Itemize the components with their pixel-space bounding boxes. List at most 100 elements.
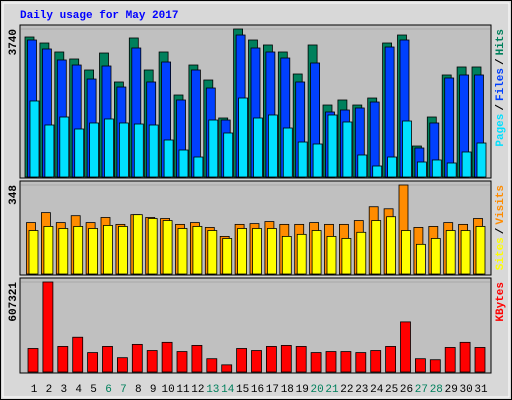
x-tick-label: 15 — [236, 384, 249, 396]
x-tick-label: 9 — [150, 384, 157, 396]
bar — [446, 162, 457, 178]
bar — [429, 359, 441, 373]
legend-entry: Hits — [495, 29, 507, 55]
bar — [88, 228, 98, 275]
bar — [178, 149, 189, 178]
legend-entry: Pages — [495, 114, 507, 147]
bar — [476, 142, 487, 178]
bar — [237, 228, 248, 275]
bar — [356, 231, 367, 275]
bar — [42, 281, 54, 373]
bar — [415, 243, 426, 275]
bar — [221, 364, 233, 373]
bar — [311, 230, 322, 275]
bar — [371, 220, 382, 275]
bar — [207, 230, 218, 275]
bar — [206, 358, 218, 373]
legend-entry: Visits — [495, 185, 507, 225]
x-tick-label: 18 — [281, 384, 294, 396]
x-tick-label: 4 — [75, 384, 82, 396]
legend-entry: Sites — [495, 237, 507, 270]
bar — [474, 347, 486, 373]
x-tick-label: 2 — [46, 384, 53, 396]
x-tick-label: 17 — [266, 384, 279, 396]
bar — [340, 351, 352, 373]
x-tick-label: 14 — [221, 384, 235, 396]
bar — [326, 236, 337, 275]
legend-separator: / — [495, 104, 507, 111]
bar — [176, 351, 188, 373]
bar — [27, 348, 39, 373]
legend-entry: KBytes — [495, 282, 507, 322]
y-tick-label: 348 — [8, 185, 20, 205]
bar — [416, 161, 427, 178]
bar — [312, 143, 323, 178]
bar — [310, 352, 322, 373]
bar — [386, 216, 397, 275]
bar — [208, 119, 219, 178]
bar — [117, 357, 128, 373]
bar — [372, 165, 383, 178]
bar — [222, 238, 233, 275]
bar — [400, 321, 411, 373]
legend: Pages / Files / Hits — [495, 29, 507, 147]
bar — [102, 346, 113, 373]
bar — [385, 346, 397, 373]
x-tick-label: 22 — [340, 384, 353, 396]
x-tick-label: 28 — [430, 384, 443, 396]
bar — [104, 118, 114, 178]
x-tick-label: 7 — [120, 384, 127, 396]
x-tick-label: 20 — [310, 384, 323, 396]
bar — [44, 124, 55, 178]
x-tick-label: 29 — [445, 384, 458, 396]
legend-separator: / — [495, 227, 507, 234]
bar — [252, 228, 262, 275]
x-tick-label: 27 — [415, 384, 428, 396]
bar — [133, 123, 144, 178]
x-tick-label: 10 — [161, 384, 174, 396]
bar — [431, 159, 442, 178]
x-tick-label: 12 — [191, 384, 204, 396]
legend: KBytes — [495, 282, 507, 322]
x-tick-label: 13 — [206, 384, 219, 396]
bar — [163, 139, 174, 178]
bar — [461, 151, 472, 178]
bar — [103, 225, 113, 275]
y-tick-label: 607321 — [8, 282, 20, 322]
bar — [74, 128, 85, 178]
bar — [58, 228, 69, 275]
bar — [147, 218, 158, 275]
legend-entry: Files — [495, 68, 507, 101]
bar — [73, 226, 84, 275]
x-tick-label: 26 — [400, 384, 413, 396]
bar — [387, 156, 398, 178]
x-tick-label: 3 — [60, 384, 67, 396]
bar — [43, 226, 54, 275]
bar — [444, 77, 455, 178]
bar — [236, 348, 248, 373]
bar — [370, 350, 382, 373]
x-tick-label: 31 — [474, 384, 488, 396]
bar — [191, 345, 203, 373]
x-tick-label: 8 — [135, 384, 142, 396]
x-tick-label: 16 — [251, 384, 264, 396]
bar — [89, 122, 99, 178]
bar — [401, 230, 411, 275]
bar — [131, 343, 143, 373]
bar — [355, 352, 367, 373]
legend: Sites / Visits — [495, 185, 507, 270]
bar — [444, 347, 456, 373]
bar — [266, 228, 277, 275]
bar — [238, 97, 249, 178]
bar — [72, 336, 84, 373]
bar — [192, 226, 203, 275]
x-tick-label: 1 — [31, 384, 38, 396]
bar — [28, 230, 39, 275]
bar — [459, 341, 471, 373]
bar — [132, 214, 143, 275]
bar — [282, 127, 293, 178]
x-tick-label: 30 — [459, 384, 472, 396]
y-tick-label: 3740 — [8, 29, 20, 55]
